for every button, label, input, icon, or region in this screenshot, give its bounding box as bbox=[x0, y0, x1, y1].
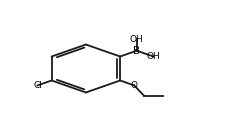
Text: OH: OH bbox=[129, 35, 143, 44]
Text: O: O bbox=[130, 81, 137, 90]
Text: Cl: Cl bbox=[33, 81, 42, 90]
Text: OH: OH bbox=[146, 52, 160, 61]
Text: B: B bbox=[133, 46, 140, 56]
